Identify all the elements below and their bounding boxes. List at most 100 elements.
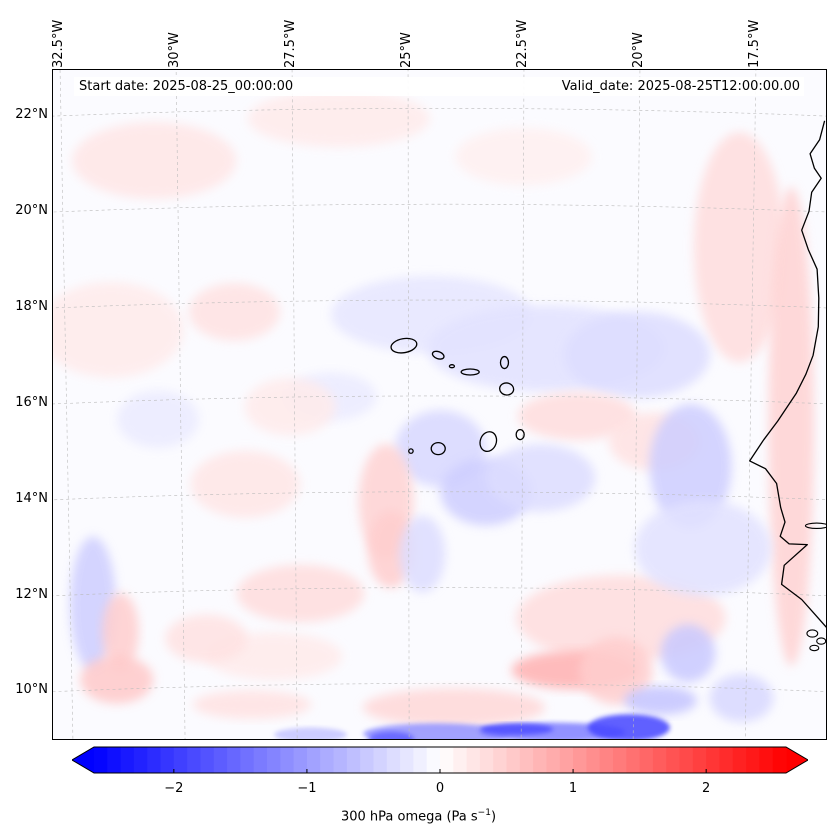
omega-field	[53, 89, 815, 739]
colorbar-bin	[107, 747, 122, 773]
colorbar-bin	[746, 747, 760, 773]
cape-verde-island	[430, 441, 446, 456]
cape-verde-island	[499, 382, 515, 396]
colorbar-bin	[147, 747, 162, 773]
colorbar-tick-label: −2	[164, 781, 184, 796]
colorbar-bin	[120, 747, 135, 773]
colorbar-bin	[613, 747, 627, 773]
omega-feature	[53, 281, 184, 378]
omega-feature	[188, 283, 280, 341]
meridian-line	[744, 70, 757, 739]
cape-verde-island	[479, 431, 498, 453]
cape-verde-island	[460, 368, 480, 376]
date-header: Start date: 2025-08-25_00:00:00 Valid_da…	[74, 77, 804, 96]
meridian-line	[632, 70, 641, 739]
omega-feature	[192, 690, 312, 719]
colorbar-bin	[293, 747, 308, 773]
omega-feature	[368, 731, 415, 739]
longitude-tick-label: 32.5°W	[51, 19, 67, 68]
parallel-line	[53, 587, 826, 597]
longitude-tick-label: 17.5°W	[746, 19, 762, 68]
omega-feature	[455, 127, 592, 186]
cape-verde-island	[499, 355, 510, 370]
latitude-tick-label: 10°N	[15, 682, 48, 698]
colorbar-bin	[386, 747, 401, 773]
colorbar-bin	[173, 747, 188, 773]
colorbar-bin	[772, 747, 787, 773]
start-date-label: Start date: 2025-08-25_00:00:00	[79, 79, 294, 94]
colorbar-bin	[679, 747, 694, 773]
omega-feature	[244, 377, 336, 436]
colorbar-bin	[706, 747, 721, 773]
colorbar-bin	[466, 747, 481, 773]
colorbar-extend-min	[72, 747, 94, 773]
omega-feature	[517, 392, 637, 441]
parallel-line	[53, 299, 826, 309]
colorbar-bin	[573, 747, 587, 773]
omega-feature	[399, 515, 446, 593]
graticule	[53, 70, 826, 739]
colorbar-bin	[373, 747, 388, 773]
meridian-line	[291, 70, 298, 739]
meridian-line	[407, 70, 410, 739]
colorbar-bin	[546, 747, 561, 773]
colorbar-bin	[160, 747, 175, 773]
colorbar-bin	[732, 747, 747, 773]
omega-feature	[660, 624, 716, 683]
colorbar-bin	[280, 747, 295, 773]
omega-feature	[693, 132, 785, 363]
latitude-tick-label: 14°N	[15, 490, 48, 506]
longitude-tick-label: 30°W	[167, 32, 183, 68]
colorbar-label-exponent: −1	[477, 808, 491, 818]
colorbar-bin	[666, 747, 681, 773]
colorbar-bin	[506, 747, 521, 773]
colorbar-bin	[493, 747, 508, 773]
colorbar-bin	[213, 747, 228, 773]
colorbar-bin	[440, 747, 454, 773]
coastal-island	[804, 522, 826, 530]
omega-feature	[190, 450, 300, 518]
omega-feature	[768, 186, 815, 667]
colorbar-bin	[426, 747, 441, 773]
coastal-island	[806, 629, 819, 638]
colorbar-bin	[360, 747, 375, 773]
omega-feature	[362, 688, 546, 727]
longitude-tick-label: 25°W	[399, 32, 415, 68]
colorbar-label-text: 300 hPa omega (Pa s	[340, 809, 478, 825]
latitude-tick-label: 16°N	[15, 394, 48, 410]
omega-feature	[165, 614, 248, 663]
colorbar-bin	[320, 747, 335, 773]
coastal-island	[816, 637, 826, 645]
colorbar-bin	[187, 747, 202, 773]
map-panel	[52, 69, 827, 740]
omega-feature	[634, 500, 772, 597]
colorbar-bin	[133, 747, 148, 773]
latitude-tick-label: 18°N	[15, 299, 48, 315]
omega-feature	[247, 89, 430, 148]
omega-feature	[72, 122, 237, 199]
map-canvas	[53, 70, 826, 739]
colorbar-bin	[719, 747, 734, 773]
colorbar-bin	[533, 747, 548, 773]
omega-feature	[480, 723, 554, 736]
omega-feature	[649, 404, 732, 529]
colorbar-bin	[253, 747, 268, 773]
colorbar-bin	[759, 747, 774, 773]
parallel-line	[53, 395, 826, 405]
latitude-tick-label: 12°N	[15, 586, 48, 602]
colorbar-bin	[400, 747, 414, 773]
latitude-tick-label: 22°N	[15, 107, 48, 123]
colorbar-bin	[692, 747, 707, 773]
colorbar-extend-max	[786, 747, 808, 773]
parallel-line	[53, 491, 826, 501]
colorbar-bin	[94, 747, 108, 773]
colorbar-bin	[626, 747, 641, 773]
colorbar-bin	[227, 747, 241, 773]
colorbar-tick-label: −1	[297, 781, 317, 796]
omega-feature	[587, 714, 670, 739]
cape-verde-island	[408, 448, 414, 454]
longitude-tick-label: 27.5°W	[283, 19, 299, 68]
omega-feature	[80, 655, 154, 704]
colorbar-bin	[306, 747, 321, 773]
cape-verde-island	[515, 428, 525, 441]
